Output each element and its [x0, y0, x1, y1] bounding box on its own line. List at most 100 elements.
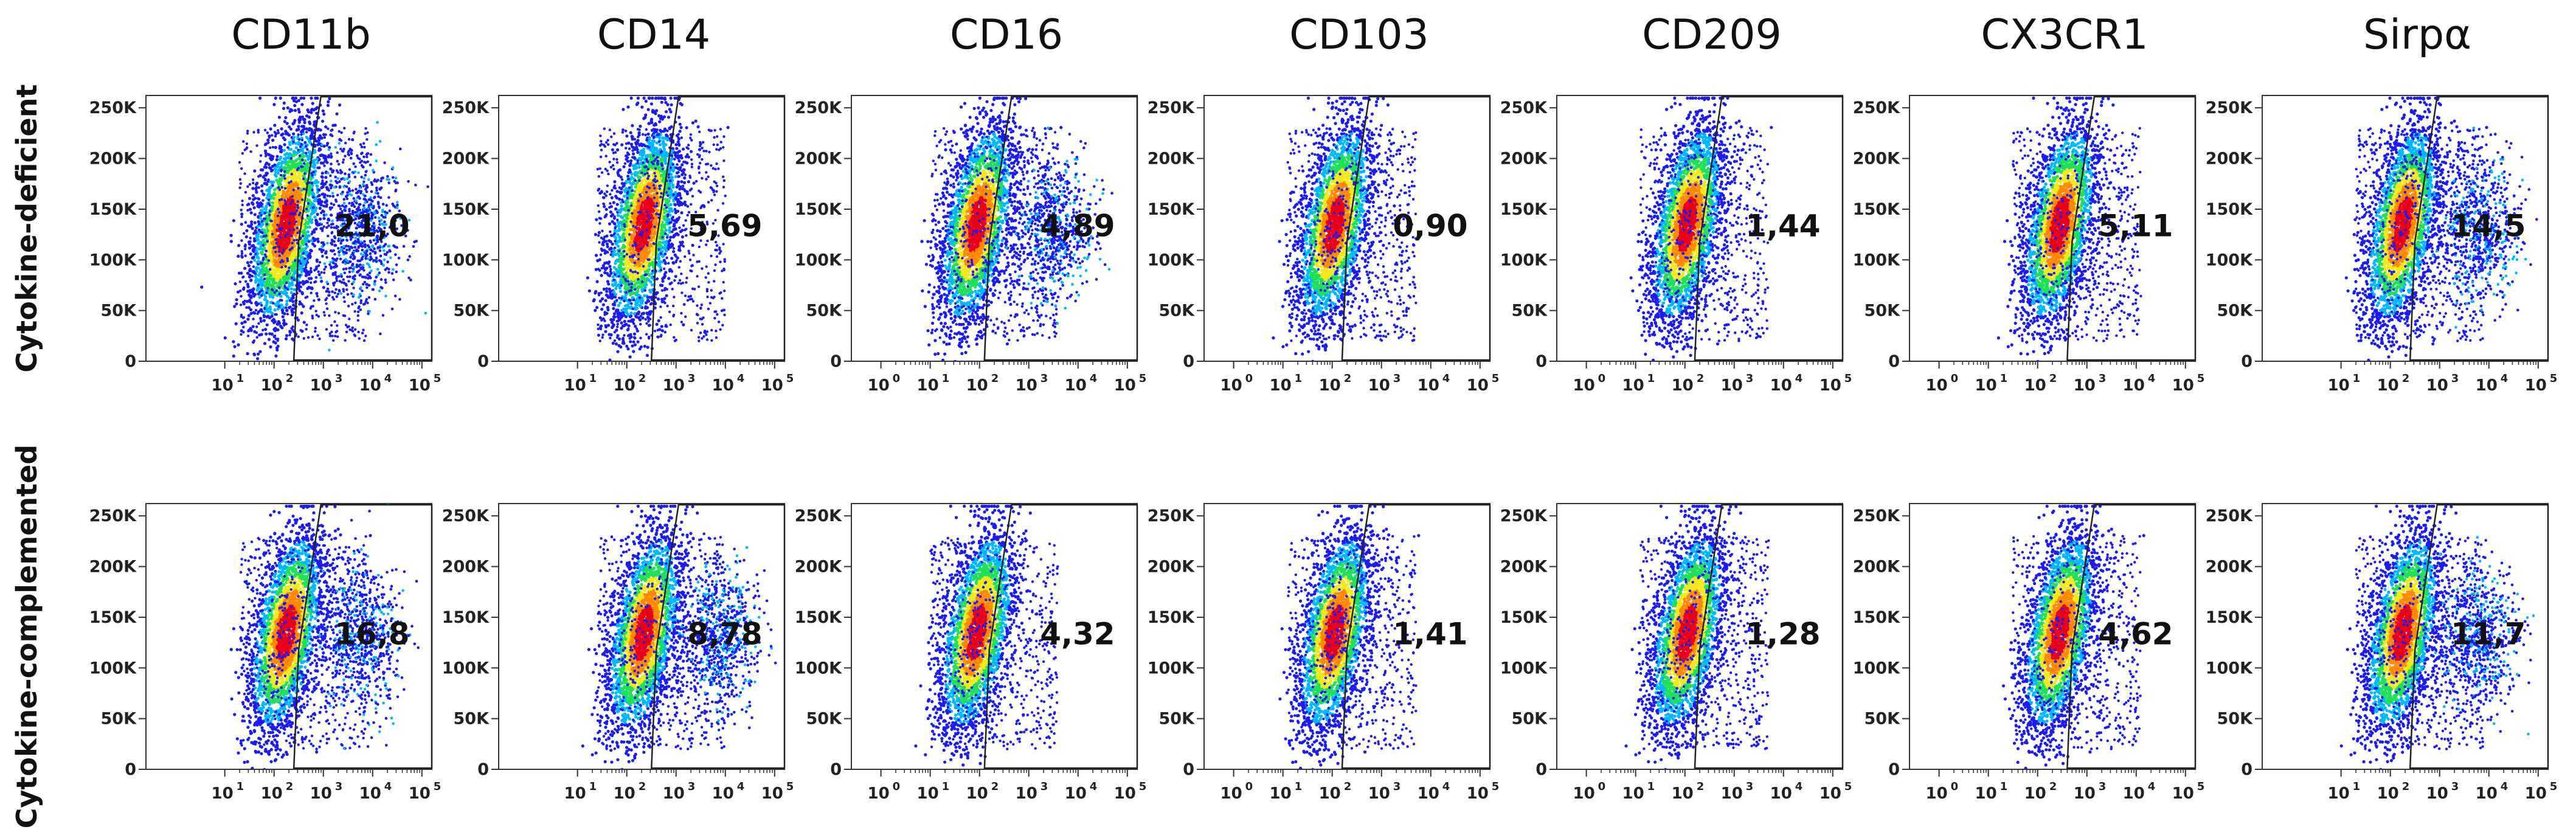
y-tick-label: 0 [477, 760, 489, 779]
x-tick-exponent: 0 [1951, 780, 1959, 793]
column-title-cx3cr1: CX3CR1 [1981, 11, 2148, 59]
y-tick-label: 200K [1500, 558, 1548, 577]
y-tick-label: 0 [830, 352, 842, 371]
y-tick-label: 200K [1148, 558, 1195, 577]
x-tick-label: 10 [868, 785, 890, 803]
y-tick-label: 150K [442, 608, 490, 627]
x-tick-label: 10 [917, 376, 939, 395]
x-tick-exponent: 1 [589, 372, 597, 385]
x-tick-exponent: 2 [1697, 780, 1705, 793]
x-tick-exponent: 4 [1090, 372, 1098, 385]
event-dots [2001, 504, 2145, 769]
gate-percentage: 5,69 [687, 209, 762, 244]
y-tick-label: 250K [1148, 507, 1195, 525]
column-title-cd14: CD14 [597, 11, 710, 59]
y-tick-label: 250K [89, 99, 137, 117]
y-tick-label: 150K [89, 200, 137, 219]
x-tick-exponent: 3 [2451, 372, 2459, 385]
x-tick-label: 10 [1418, 376, 1439, 395]
y-tick-label: 100K [1853, 659, 1900, 677]
x-tick-exponent: 5 [1844, 372, 1852, 385]
y-tick-label: 150K [442, 200, 490, 219]
y-tick-label: 150K [1853, 608, 1900, 627]
gate-outline [650, 95, 786, 362]
x-tick-exponent: 4 [384, 780, 392, 793]
gate-percentage: 11,7 [2451, 617, 2526, 652]
column-title-cd209: CD209 [1642, 11, 1782, 59]
x-tick-label: 10 [614, 785, 635, 803]
y-tick-label: 150K [795, 200, 842, 219]
x-tick-exponent: 3 [1393, 780, 1401, 793]
y-tick-label: 0 [1183, 760, 1194, 779]
x-tick-label: 10 [663, 376, 685, 395]
x-tick-label: 10 [1270, 785, 1292, 803]
x-tick-exponent: 3 [688, 780, 696, 793]
y-tick-label: 250K [1500, 99, 1548, 117]
x-tick-exponent: 5 [2197, 372, 2205, 385]
y-tick-label: 0 [1888, 352, 1900, 371]
y-tick-label: 150K [1853, 200, 1900, 219]
x-tick-exponent: 2 [639, 372, 646, 385]
x-tick-label: 10 [761, 376, 783, 395]
x-tick-label: 10 [2024, 376, 2046, 395]
x-tick-label: 10 [761, 785, 783, 803]
x-tick-exponent: 0 [1245, 372, 1253, 385]
x-tick-exponent: 0 [893, 372, 901, 385]
y-tick-label: 250K [1853, 507, 1900, 525]
y-tick-label: 250K [795, 507, 842, 525]
y-tick-label: 50K [806, 302, 843, 320]
x-tick-exponent: 1 [1647, 780, 1655, 793]
x-tick-label: 10 [409, 376, 431, 395]
gate-outline [2409, 95, 2549, 362]
gate-percentage: 4,32 [1040, 617, 1115, 652]
x-tick-label: 10 [1721, 785, 1743, 803]
y-tick-label: 50K [1159, 302, 1196, 320]
x-tick-exponent: 3 [1746, 780, 1754, 793]
y-tick-label: 150K [2206, 608, 2253, 627]
x-tick-exponent: 2 [286, 372, 294, 385]
x-tick-label: 10 [310, 376, 332, 395]
x-tick-label: 10 [966, 376, 988, 395]
y-tick-label: 150K [89, 608, 137, 627]
y-tick-label: 200K [89, 558, 137, 577]
y-tick-label: 100K [795, 659, 842, 677]
x-tick-exponent: 2 [2402, 372, 2410, 385]
gate-percentage: 21,0 [334, 209, 409, 244]
x-tick-label: 10 [1114, 785, 1136, 803]
x-tick-label: 10 [712, 785, 734, 803]
x-tick-label: 10 [2476, 376, 2498, 395]
x-tick-exponent: 3 [1393, 372, 1401, 385]
y-tick-label: 100K [1500, 659, 1548, 677]
column-title-cd11b: CD11b [231, 11, 371, 59]
y-tick-label: 200K [1853, 150, 1900, 168]
x-tick-label: 10 [868, 376, 890, 395]
gate-outline [1694, 95, 1844, 362]
gate-outline [983, 504, 1138, 770]
x-tick-exponent: 4 [2501, 372, 2508, 385]
x-tick-exponent: 5 [2550, 372, 2558, 385]
y-tick-label: 0 [125, 760, 136, 779]
gate-outline [650, 504, 786, 770]
y-tick-label: 250K [2206, 507, 2253, 525]
gate-percentage: 16,8 [334, 617, 409, 652]
x-tick-exponent: 1 [237, 780, 244, 793]
x-tick-exponent: 1 [2000, 372, 2008, 385]
y-tick-label: 50K [2217, 710, 2254, 729]
gate-outline [1341, 95, 1491, 362]
y-tick-label: 200K [442, 150, 490, 168]
y-tick-label: 200K [89, 150, 137, 168]
y-tick-label: 100K [1148, 251, 1195, 269]
y-tick-label: 200K [1853, 558, 1900, 577]
x-tick-label: 10 [1467, 376, 1489, 395]
x-tick-exponent: 3 [335, 372, 343, 385]
gate-percentage: 1,28 [1745, 617, 1820, 652]
y-tick-label: 50K [1864, 302, 1901, 320]
x-tick-exponent: 1 [1295, 780, 1303, 793]
event-dots [200, 96, 429, 361]
